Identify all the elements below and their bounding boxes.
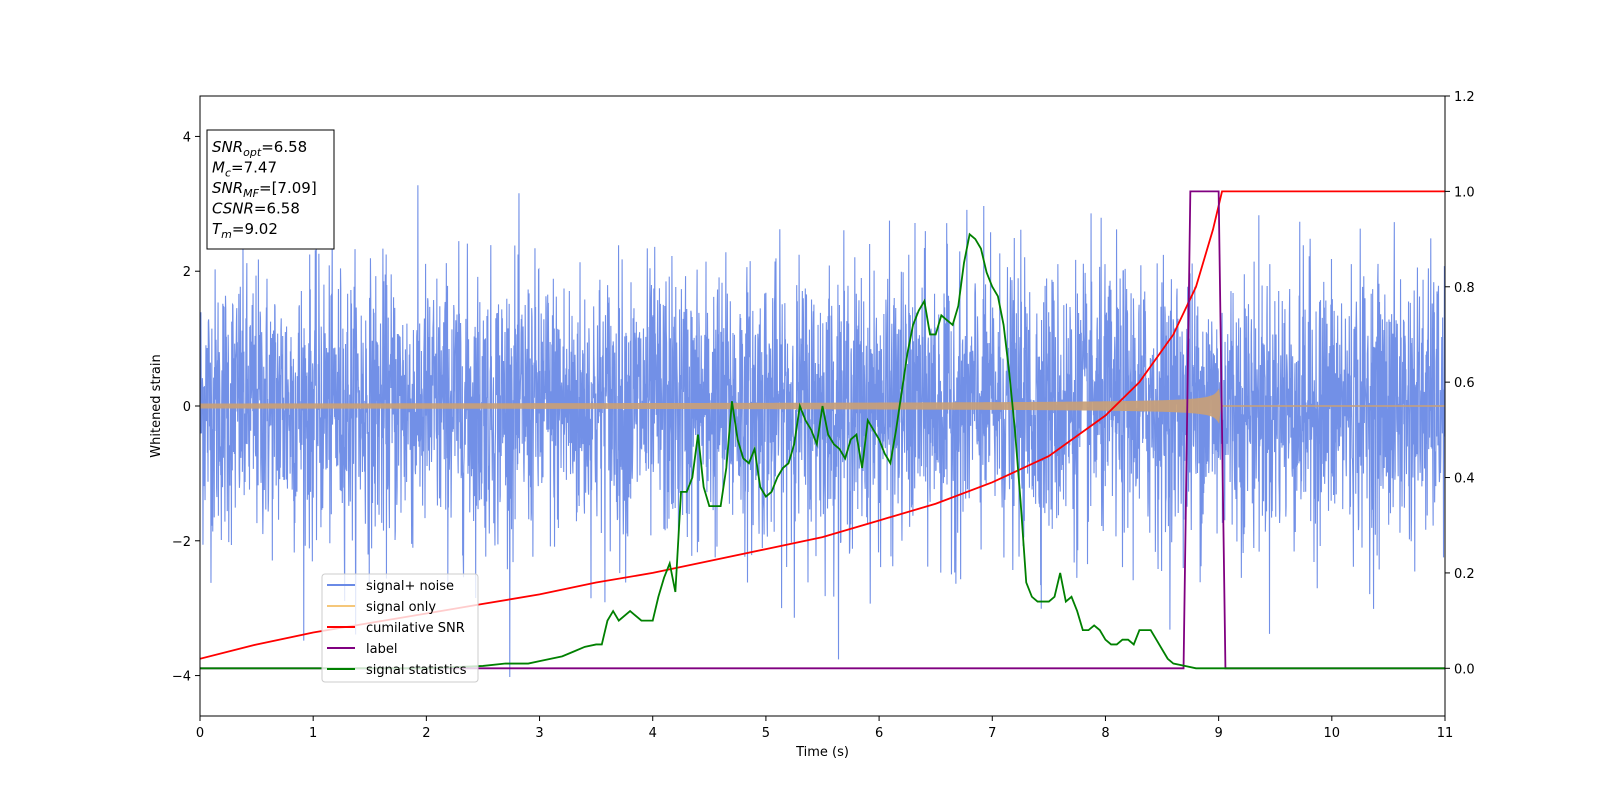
x-tick-label: 3 [535,726,543,741]
x-tick-label: 0 [196,726,204,741]
x-tick-label: 11 [1437,726,1454,741]
x-tick-label: 9 [1214,726,1222,741]
y-axis-label: Whitened strain [149,354,164,457]
y-left-tick-label: −2 [172,535,191,550]
info-box-line: Mc=7.47 [212,159,277,180]
y-right-tick-label: 1.0 [1454,185,1475,200]
y-left-tick-label: 0 [183,400,191,415]
y-left-tick-label: 2 [183,265,191,280]
x-tick-label: 8 [1101,726,1109,741]
axes-layer: 0 1 2 3 4 5 6 7 8 9 10 11 −4 −2 0 2 4 0.0 0.2 0.4 0.6 0.8 1.0 1… [172,90,1475,741]
y-right-tick-label: 0.0 [1454,662,1475,677]
x-tick-label: 6 [875,726,883,741]
y-left-tick-label: 4 [183,130,191,145]
x-tick-label: 10 [1324,726,1341,741]
x-tick-label: 2 [422,726,430,741]
legend: signal+ noise signal only cumilative SNR la… [321,573,479,683]
y-right-tick-label: 0.2 [1454,567,1475,582]
signal-statistics-line [200,232,1445,670]
legend-entry-label: signal only [366,600,436,615]
signal-noise-line [200,185,1445,678]
info-box-line: CSNR=6.58 [212,200,300,218]
x-tick-label: 1 [309,726,317,741]
y-right-tick-label: 0.6 [1454,376,1475,391]
y-right-tick-label: 0.8 [1454,281,1475,296]
legend-entry-label: signal statistics [366,663,467,678]
info-box-line: Tm=9.02 [212,220,278,241]
legend-frame [321,573,479,683]
y-right-tick-label: 1.2 [1454,90,1475,105]
x-axis-label: Time (s) [795,745,849,760]
info-box-line: SNRMF=[7.09] [212,179,317,200]
signal-only-envelope [200,388,1221,424]
x-tick-label: 5 [762,726,770,741]
legend-entry-label: signal+ noise [366,579,454,594]
y-left-tick-label: −4 [172,670,191,685]
legend-entry-label: cumilative SNR [366,621,465,636]
x-tick-label: 4 [649,726,657,741]
legend-entry-label: label [366,642,397,657]
info-box-line: SNRopt=6.58 [212,138,307,159]
y-right-tick-label: 0.4 [1454,472,1475,487]
info-box-frame [206,129,335,250]
x-tick-label: 7 [988,726,996,741]
